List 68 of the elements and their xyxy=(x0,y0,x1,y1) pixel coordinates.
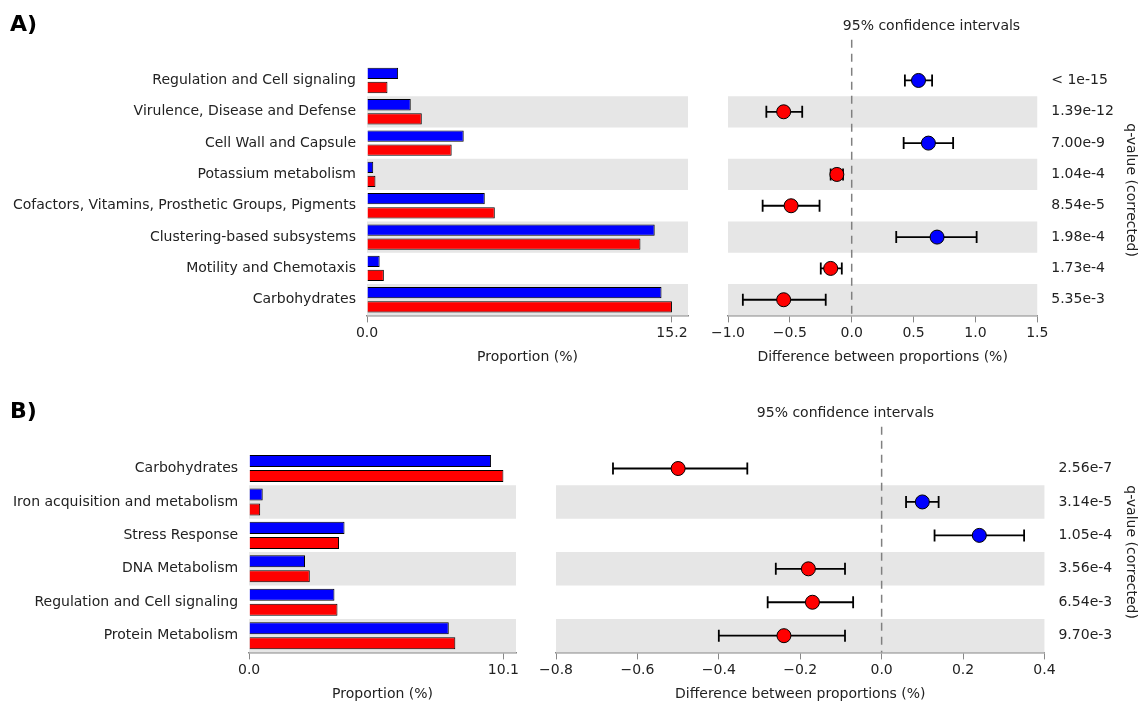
point xyxy=(783,198,799,214)
x-tick-label: 10.1 xyxy=(487,661,519,678)
x-tick-label: 1.0 xyxy=(964,324,987,341)
y-tick-label: Regulation and Cell signaling xyxy=(152,71,357,88)
y-tick-label: Iron acquisition and metabolism xyxy=(12,492,239,509)
y2-tick-label: 2.56e-7 xyxy=(1058,459,1113,476)
x-tick-label: −0.2 xyxy=(783,661,818,678)
text: A) xyxy=(10,10,38,36)
y2-axis-title: q-value (corrected) xyxy=(1123,123,1140,257)
point xyxy=(911,72,926,88)
y2-tick-label: 3.56e-4 xyxy=(1058,559,1113,576)
x-tick-label: −0.5 xyxy=(772,324,807,341)
y2-tick-label: 1.39e-12 xyxy=(1051,102,1114,119)
y-tick-label: Motility and Chemotaxis xyxy=(186,259,357,276)
y2-tick-label: 7.00e-9 xyxy=(1051,133,1105,150)
x-axis-title: Proportion (%) xyxy=(332,685,434,702)
x-tick-label: −0.4 xyxy=(701,661,736,678)
chart-title: 95% confidence intervals xyxy=(756,404,935,421)
y-tick-label: Cofactors, Vitamins, Prosthetic Groups, Pigments xyxy=(13,196,357,213)
y2-tick-label: 1.04e-4 xyxy=(1051,165,1106,182)
point xyxy=(823,260,839,276)
y2-tick-label: 6.54e-3 xyxy=(1058,592,1113,609)
x-tick-label: 15.2 xyxy=(656,324,688,341)
y-tick-label: Carbohydrates xyxy=(134,459,239,476)
y2-tick-label: 1.73e-4 xyxy=(1051,259,1106,276)
y2-tick-label: < 1e-15 xyxy=(1051,71,1108,88)
point xyxy=(914,494,930,510)
point xyxy=(929,229,945,245)
x-tick-label: 0.0 xyxy=(870,661,893,678)
y-tick-label: Protein Metabolism xyxy=(103,626,239,643)
y2-tick-label: 1.05e-4 xyxy=(1058,526,1113,543)
x-tick-label: −0.8 xyxy=(539,661,573,678)
x-tick-label: −0.6 xyxy=(620,661,655,678)
point xyxy=(971,527,987,543)
text: B) xyxy=(10,397,37,423)
point xyxy=(920,135,936,151)
x-axis-title: Difference between proportions (%) xyxy=(674,685,926,702)
point xyxy=(776,104,792,120)
y-tick-label: Virulence, Disease and Defense xyxy=(133,102,357,119)
y2-tick-label: 9.70e-3 xyxy=(1058,626,1113,643)
y-tick-label: Carbohydrates xyxy=(252,290,357,307)
x-tick-label: −1.0 xyxy=(711,324,745,341)
y-tick-label: DNA Metabolism xyxy=(121,559,239,576)
point xyxy=(776,628,792,644)
point xyxy=(776,292,792,308)
point xyxy=(670,461,686,477)
y-tick-label: Stress Response xyxy=(123,526,239,543)
point xyxy=(804,594,820,610)
x-tick-label: 0.0 xyxy=(840,324,863,341)
x-axis-title: Difference between proportions (%) xyxy=(757,348,1008,365)
x-tick-label: 0.5 xyxy=(902,324,925,341)
y-tick-label: Potassium metabolism xyxy=(197,165,357,182)
x-tick-label: 1.5 xyxy=(1026,324,1049,341)
y-tick-label: Clustering-based subsystems xyxy=(149,227,357,244)
x-tick-label: 0.2 xyxy=(951,661,975,678)
y2-axis-title: q-value (corrected) xyxy=(1123,485,1140,619)
y-tick-label: Regulation and Cell signaling xyxy=(34,592,239,609)
y2-tick-label: 1.98e-4 xyxy=(1051,227,1106,244)
y2-tick-label: 3.14e-5 xyxy=(1058,492,1113,509)
x-tick-label: 0.4 xyxy=(1033,661,1056,678)
x-tick-label: 0.0 xyxy=(237,661,261,678)
point xyxy=(800,561,816,577)
chart-title: 95% confidence intervals xyxy=(842,17,1021,34)
y2-tick-label: 8.54e-5 xyxy=(1051,196,1105,213)
x-axis-title: Proportion (%) xyxy=(477,348,578,365)
y2-tick-label: 5.35e-3 xyxy=(1051,290,1105,307)
x-tick-label: 0.0 xyxy=(355,324,379,341)
y-tick-label: Cell Wall and Capsule xyxy=(204,133,357,150)
